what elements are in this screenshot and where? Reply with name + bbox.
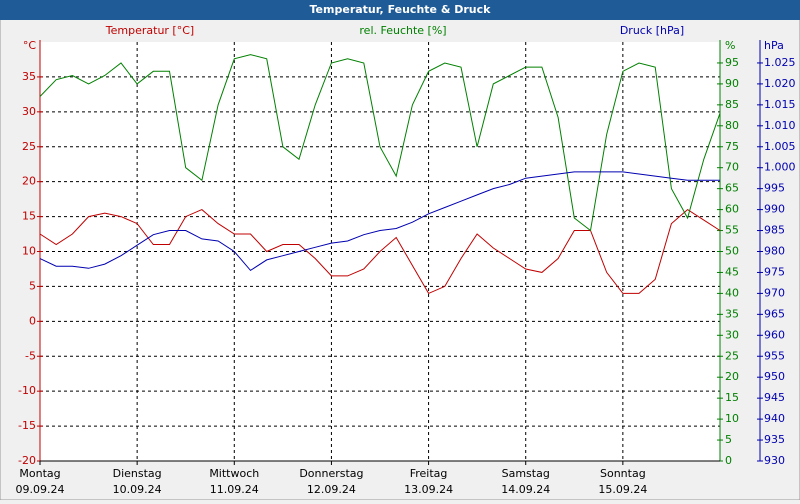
x-tick-label: Sonntag — [600, 467, 646, 480]
tick-label: 995 — [764, 182, 785, 195]
x-tick-date: 14.09.24 — [501, 483, 550, 496]
tick-label: 70 — [725, 161, 739, 174]
tick-label: 1.010 — [764, 119, 796, 132]
tick-label: 20 — [22, 175, 36, 188]
x-tick-label: Dienstag — [113, 467, 162, 480]
x-tick-label: Montag — [19, 467, 60, 480]
tick-label: 60 — [725, 203, 739, 216]
tick-label: 5 — [29, 279, 36, 292]
x-tick-date: 10.09.24 — [113, 483, 162, 496]
tick-label: 980 — [764, 245, 785, 258]
tick-label: 1.000 — [764, 161, 796, 174]
tick-label: 0 — [29, 314, 36, 327]
tick-label: -15 — [18, 419, 36, 432]
axis-unit: hPa — [764, 39, 784, 52]
legend-label: rel. Feuchte [%] — [359, 24, 446, 37]
x-tick-label: Mittwoch — [209, 467, 259, 480]
tick-label: 10 — [22, 245, 36, 258]
x-tick-date: 13.09.24 — [404, 483, 453, 496]
tick-label: -20 — [18, 454, 36, 467]
x-tick-label: Freitag — [410, 467, 448, 480]
tick-label: 15 — [22, 210, 36, 223]
tick-label: 940 — [764, 412, 785, 425]
title-bar — [0, 0, 800, 20]
tick-label: 965 — [764, 307, 785, 320]
tick-label: 75 — [725, 140, 739, 153]
x-tick-date: 09.09.24 — [16, 483, 65, 496]
legend-label: Temperatur [°C] — [105, 24, 194, 37]
series-line — [39, 171, 720, 272]
tick-label: 1.015 — [764, 98, 796, 111]
tick-label: 990 — [764, 203, 785, 216]
tick-label: 15 — [725, 391, 739, 404]
series-line — [39, 208, 721, 295]
tick-label: 80 — [725, 119, 739, 132]
tick-label: 945 — [764, 391, 785, 404]
tick-label: -5 — [25, 349, 36, 362]
tick-label: 930 — [764, 454, 785, 467]
legend-label: Druck [hPa] — [620, 24, 684, 37]
axis-unit: % — [725, 39, 735, 52]
axis-unit: °C — [23, 39, 37, 52]
tick-label: 1.020 — [764, 77, 796, 90]
x-tick-date: 15.09.24 — [598, 483, 647, 496]
x-tick-label: Samstag — [502, 467, 550, 480]
tick-label: 10 — [725, 412, 739, 425]
tick-label: 1.005 — [764, 140, 796, 153]
tick-label: 950 — [764, 370, 785, 383]
tick-label: 45 — [725, 265, 739, 278]
tick-label: 30 — [22, 105, 36, 118]
tick-label: 5 — [725, 433, 732, 446]
x-tick-date: 11.09.24 — [210, 483, 259, 496]
tick-label: 985 — [764, 224, 785, 237]
tick-label: 25 — [22, 140, 36, 153]
tick-label: 970 — [764, 286, 785, 299]
tick-label: 35 — [22, 70, 36, 83]
tick-label: 960 — [764, 328, 785, 341]
tick-label: 935 — [764, 433, 785, 446]
tick-label: 40 — [725, 286, 739, 299]
tick-label: 55 — [725, 224, 739, 237]
tick-label: 35 — [725, 307, 739, 320]
tick-label: 65 — [725, 182, 739, 195]
tick-label: 955 — [764, 349, 785, 362]
tick-label: -10 — [18, 384, 36, 397]
tick-label: 85 — [725, 98, 739, 111]
tick-label: 90 — [725, 77, 739, 90]
tick-label: 25 — [725, 349, 739, 362]
tick-label: 50 — [725, 245, 739, 258]
chart-title: Temperatur, Feuchte & Druck — [310, 3, 492, 16]
tick-label: 95 — [725, 56, 739, 69]
tick-label: 30 — [725, 328, 739, 341]
series-line — [39, 54, 721, 232]
tick-label: 0 — [725, 454, 732, 467]
tick-label: 20 — [725, 370, 739, 383]
tick-label: 975 — [764, 265, 785, 278]
x-tick-date: 12.09.24 — [307, 483, 356, 496]
tick-label: 1.025 — [764, 56, 796, 69]
x-tick-label: Donnerstag — [299, 467, 363, 480]
